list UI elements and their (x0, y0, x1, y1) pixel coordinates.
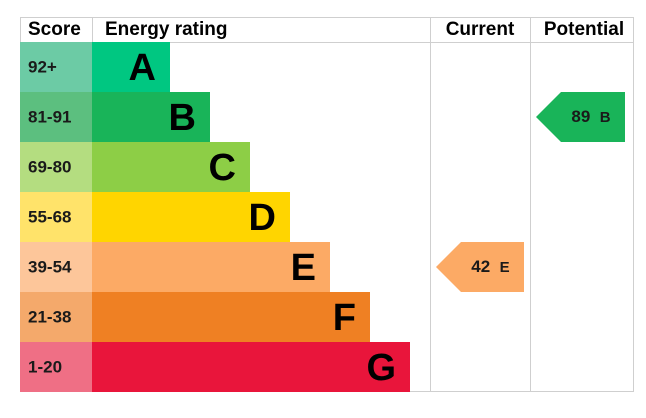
rating-letter: D (249, 197, 276, 239)
potential-value: 89 (571, 107, 590, 126)
rating-bar (92, 192, 290, 242)
current-value: 42 (471, 257, 490, 276)
potential-label: 89 B (571, 107, 610, 126)
potential-rating: B (600, 109, 611, 126)
rating-letter: C (209, 147, 236, 189)
score-label: 69-80 (28, 157, 71, 176)
rating-bar (92, 142, 250, 192)
rating-letter: E (291, 247, 316, 289)
score-label: 1-20 (28, 357, 62, 376)
rating-bar (92, 242, 330, 292)
rating-bar (92, 292, 370, 342)
score-cell (20, 242, 92, 292)
current-arrow (436, 242, 524, 292)
score-cell (20, 42, 92, 92)
score-cell (20, 142, 92, 192)
score-label: 39-54 (28, 257, 72, 276)
rating-letter: G (366, 347, 396, 389)
rating-bar (92, 342, 410, 392)
rating-bar (92, 92, 210, 142)
score-cell (20, 92, 92, 142)
header-current: Current (446, 19, 515, 40)
score-label: 92+ (28, 57, 57, 76)
header-score: Score (28, 19, 81, 40)
score-cell (20, 292, 92, 342)
rating-letter: A (129, 47, 156, 89)
header-potential: Potential (544, 19, 624, 40)
header-energy-rating: Energy rating (105, 19, 227, 40)
score-label: 21-38 (28, 307, 71, 326)
score-label: 55-68 (28, 207, 71, 226)
rating-bar (92, 42, 170, 92)
score-cell (20, 192, 92, 242)
rating-letter: B (169, 97, 196, 139)
current-label: 42 E (471, 257, 509, 276)
score-cell (20, 342, 92, 392)
potential-arrow (536, 92, 625, 142)
rating-letter: F (333, 297, 356, 339)
current-rating: E (500, 259, 510, 276)
score-label: 81-91 (28, 107, 71, 126)
